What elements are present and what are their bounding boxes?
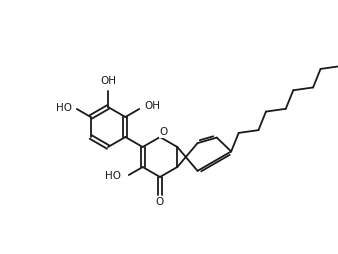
Text: O: O: [156, 197, 164, 207]
Text: OH: OH: [100, 76, 116, 86]
Text: HO: HO: [105, 171, 121, 181]
Text: O: O: [160, 127, 168, 137]
Text: HO: HO: [56, 103, 72, 113]
Text: OH: OH: [144, 101, 160, 111]
